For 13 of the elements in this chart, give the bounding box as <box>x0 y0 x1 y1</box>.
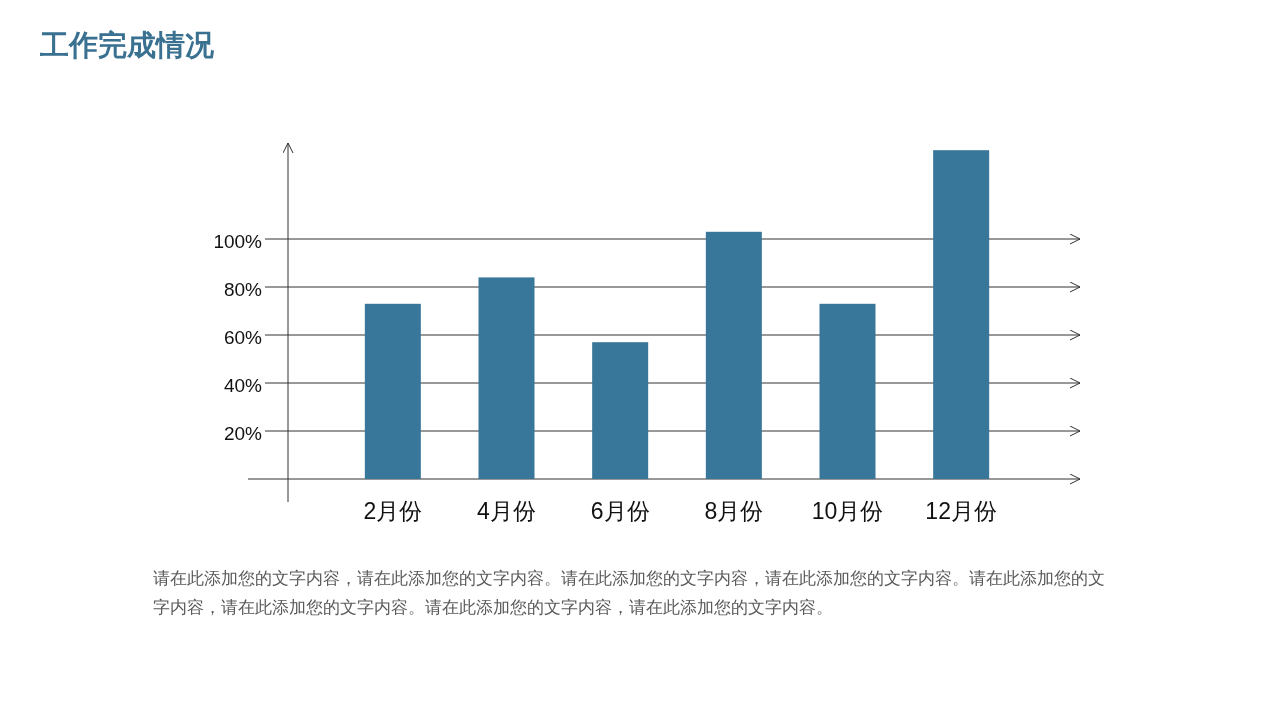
x-tick-label: 6月份 <box>590 498 650 524</box>
y-tick-label: 20% <box>223 423 263 444</box>
x-tick-label: 8月份 <box>704 498 764 524</box>
y-tick-label: 60% <box>223 327 263 348</box>
x-tick-label: 4月份 <box>477 498 536 524</box>
chart-title: 工作完成情况 <box>40 28 214 63</box>
x-tick-label: 2月份 <box>363 498 423 524</box>
y-tick-label: 80% <box>223 279 263 300</box>
x-tick-label: 10月份 <box>811 498 884 524</box>
x-tick-label: 12月份 <box>925 498 997 524</box>
y-tick-label: 100% <box>213 231 263 252</box>
text: 请在此添加您的文字内容，请在此添加您的文字内容。请在此添加您的文字内容，请在此添加您的文字内容。请在此添加您的文字内容，请在此添加您的文字内容。请在此添加您的文字内容，请在此添加您的文字内容。 <box>153 568 1106 618</box>
y-tick-label: 40% <box>223 375 263 396</box>
